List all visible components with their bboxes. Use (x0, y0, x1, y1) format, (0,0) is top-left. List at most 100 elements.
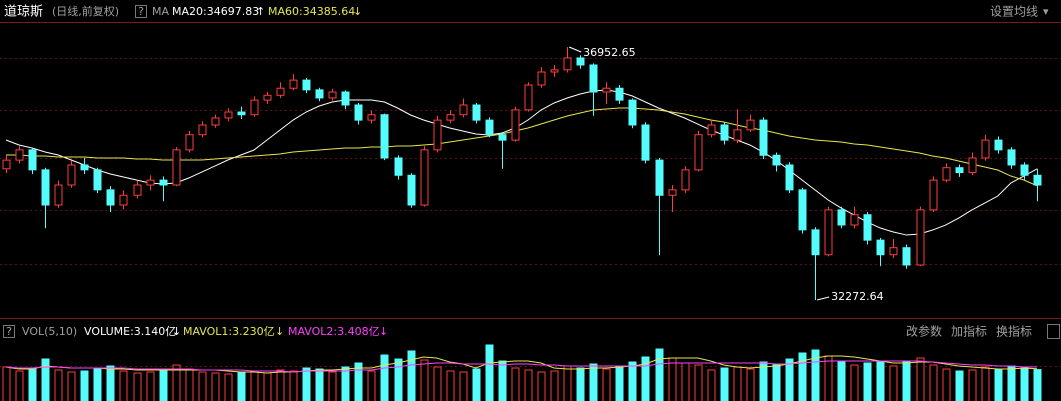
candle-body (446, 114, 455, 121)
volume-bar (394, 358, 403, 401)
help-icon[interactable]: ? (6, 325, 12, 338)
candle-body (133, 184, 142, 196)
volume-bar (889, 365, 898, 401)
volume-bar (41, 358, 50, 401)
volume-bar (263, 372, 272, 401)
volume-bar (968, 369, 977, 401)
volume-bar (681, 362, 690, 401)
volume-bar (146, 371, 155, 401)
volume-bar (746, 368, 755, 401)
volume-legend: VOLUME:3.140亿 (84, 325, 176, 338)
candle-body (211, 117, 220, 126)
volume-bar (15, 370, 24, 401)
volume-bar (459, 371, 468, 401)
help-icon[interactable]: ? (138, 5, 144, 18)
volume-bar (863, 362, 872, 401)
candle-body (172, 149, 181, 186)
volume-bar (628, 361, 637, 401)
panel-button[interactable]: 换指标 (996, 324, 1032, 339)
volume-bar (916, 357, 925, 401)
volume-bar (655, 348, 664, 401)
help-box[interactable] (135, 5, 147, 18)
volume-bar (589, 363, 598, 401)
volume-bar (341, 366, 350, 401)
candle-body (119, 194, 128, 206)
candle-body (955, 167, 964, 174)
volume-bar (472, 368, 481, 401)
volume-bar (407, 350, 416, 401)
candle-body (837, 209, 846, 226)
volume-bar (433, 366, 442, 401)
chart-title: 道琼斯 (4, 5, 43, 20)
mavol-line (5, 355, 1037, 374)
settings-arrow[interactable]: ▾ (1043, 5, 1049, 18)
candle-body (681, 169, 690, 191)
volume-bar (942, 368, 951, 401)
chart-subtitle: (日线,前复权) (52, 4, 119, 18)
candle-body (224, 111, 233, 119)
mavol2-trend: ↓ (379, 325, 388, 338)
volume-bar (850, 364, 859, 401)
ma60-trend: ↓ (353, 5, 362, 18)
volume-bar (994, 368, 1003, 401)
candle-body (498, 134, 507, 141)
candle-body (876, 239, 885, 256)
volume-bar (498, 360, 507, 401)
candle-body (237, 111, 246, 116)
candle-body (146, 179, 155, 186)
settings-button[interactable]: 设置均线 (990, 5, 1038, 19)
candle-body (93, 169, 102, 191)
volume-bar (641, 356, 650, 401)
volume-bar (367, 370, 376, 401)
volume-bar (733, 366, 742, 401)
volume-bar (211, 372, 220, 401)
candle-body (394, 157, 403, 176)
candle-body (354, 104, 363, 121)
volume-bar (1033, 369, 1042, 401)
candle-body (602, 87, 611, 93)
volume-bar (511, 367, 520, 401)
panel-button[interactable]: 加指标 (951, 324, 987, 339)
candle-body (315, 89, 324, 99)
candle-body (576, 57, 585, 66)
volume-title: VOL(5,10) (22, 325, 77, 338)
volume-bar (185, 368, 194, 401)
volume-bar (798, 352, 807, 401)
candle-body (863, 214, 872, 241)
volume-bar (380, 354, 389, 401)
indicator-name: MA (152, 5, 169, 18)
candle-body (772, 154, 781, 166)
volume-bar (354, 362, 363, 401)
candle-body (707, 124, 716, 136)
help-box[interactable] (3, 325, 15, 338)
volume-bar (2, 366, 11, 401)
candle-body (407, 174, 416, 206)
candle-body (628, 99, 637, 126)
candle-body (28, 149, 37, 171)
volume-bar (902, 361, 911, 401)
candle-body (641, 124, 650, 161)
volume-bar (420, 359, 429, 401)
volume-bar (707, 369, 716, 401)
volume-bar (785, 358, 794, 401)
panel-button[interactable]: 改参数 (906, 324, 942, 339)
volume-bar (106, 365, 115, 401)
volume-bar (981, 366, 990, 401)
candle-body (485, 119, 494, 136)
candle-body (420, 149, 429, 206)
volume-bar (759, 361, 768, 401)
volume-bar (289, 370, 298, 401)
low-annotation: 32272.64 (831, 290, 884, 303)
volume-bar (824, 355, 833, 401)
volume-bar (837, 361, 846, 401)
volume-bar (485, 344, 494, 401)
candle-body (54, 184, 63, 206)
candle-body (67, 164, 76, 186)
panel-box[interactable] (1047, 324, 1060, 339)
volume-bar (224, 373, 233, 401)
volume-bar (929, 364, 938, 401)
candle-body (433, 119, 442, 151)
volume-bar (302, 367, 311, 401)
candle-body (341, 91, 350, 106)
